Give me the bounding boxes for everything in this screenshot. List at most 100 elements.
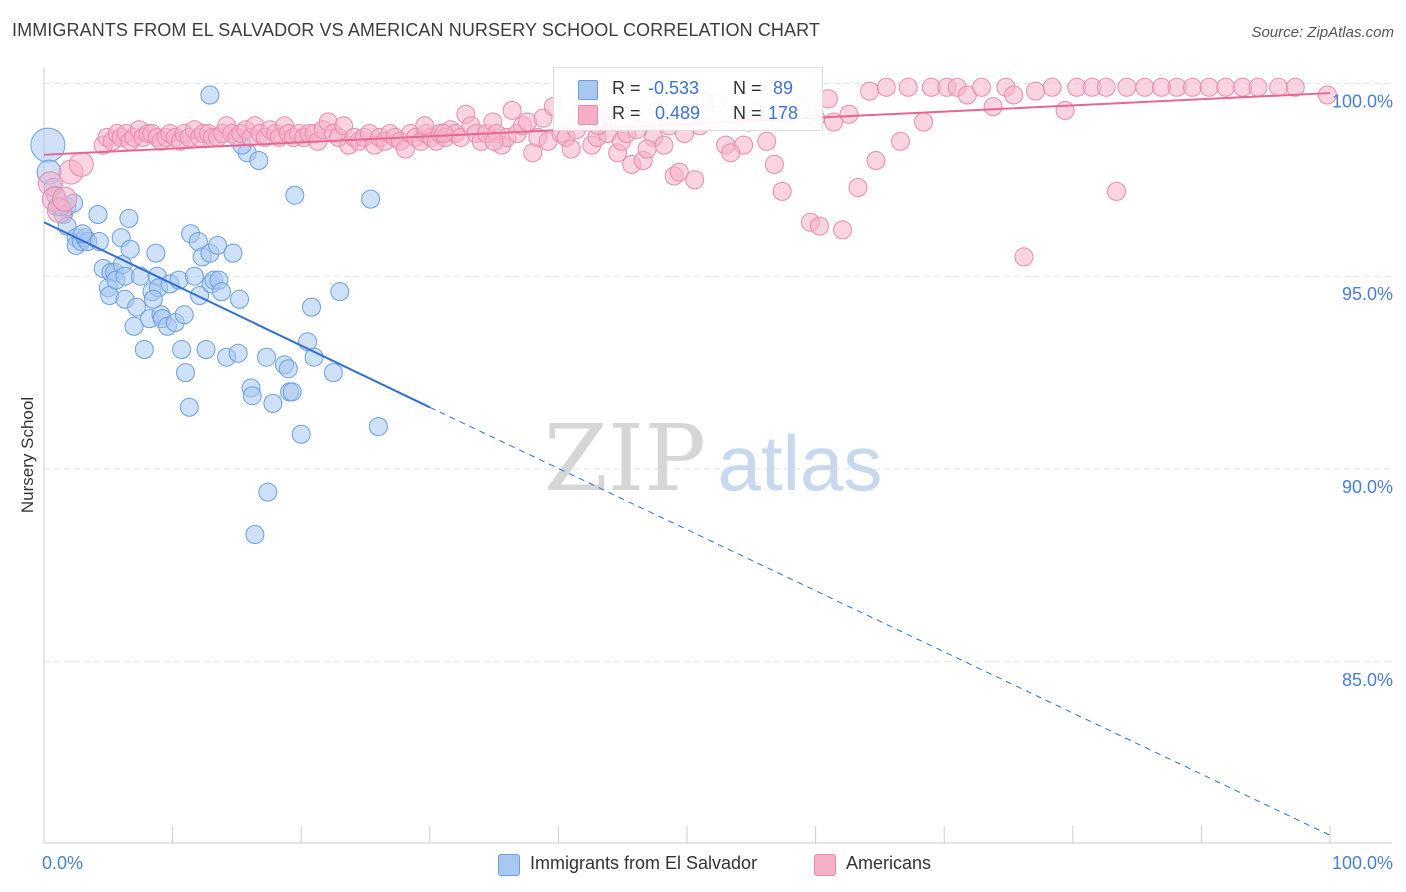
y-tick-label: 95.0% (1342, 284, 1393, 304)
americans-point (860, 81, 880, 101)
americans-point (1096, 77, 1116, 97)
americans-point (1285, 77, 1305, 97)
americans-point (1248, 77, 1268, 97)
y-tick-label: 90.0% (1342, 477, 1393, 497)
americans-point (637, 139, 657, 159)
americans-point (654, 135, 674, 155)
legend-r-value: 0.489 (655, 103, 701, 123)
el-salvador-point (330, 282, 350, 302)
americans-point (1199, 77, 1219, 97)
chart-title: IMMIGRANTS FROM EL SALVADOR VS AMERICAN … (12, 20, 820, 40)
el-salvador-point (119, 208, 139, 228)
el-salvador-point (368, 417, 388, 437)
y-tick-label: 85.0% (1342, 670, 1393, 690)
el-salvador-point (200, 85, 220, 105)
el-salvador-point (124, 316, 144, 336)
americans-point (839, 104, 859, 124)
el-salvador-point (291, 424, 311, 444)
legend-n-value: 178 (768, 103, 799, 123)
axes (43, 68, 1392, 844)
americans-point (891, 131, 910, 151)
americans-point (1269, 77, 1289, 97)
americans-point (983, 97, 1003, 117)
bottom-legend-swatch-el-salvador (498, 854, 520, 876)
el-salvador-point (88, 205, 108, 224)
americans-point (1004, 85, 1024, 105)
el-salvador-trend-line (43, 221, 431, 409)
americans-point (685, 170, 705, 190)
el-salvador-point (223, 243, 243, 263)
el-salvador-point (302, 297, 321, 317)
americans-point (972, 77, 991, 97)
americans-point (518, 112, 537, 132)
el-salvador-point (323, 363, 343, 383)
el-salvador-point (143, 289, 163, 309)
el-salvador-point (146, 243, 166, 263)
americans-point (1026, 81, 1045, 101)
americans-point (415, 116, 435, 136)
el-salvador-point (212, 282, 231, 302)
x-tick-label: 0.0% (42, 853, 83, 873)
americans-point (434, 124, 454, 143)
el-salvador-point (127, 297, 147, 317)
el-salvador-point (282, 382, 302, 402)
el-salvador-trend-extension (429, 406, 1331, 836)
legend-r-label: R = (612, 78, 641, 98)
americans-point (52, 186, 78, 212)
el-salvador-point (176, 363, 195, 383)
americans-point (810, 216, 829, 236)
el-salvador-point (130, 266, 150, 286)
watermark-atlas: atlas (718, 419, 883, 507)
americans-point (68, 151, 94, 177)
americans-point (669, 162, 689, 182)
el-salvador-point (120, 239, 140, 259)
legend-n-label: N = (733, 78, 762, 98)
el-salvador-point (179, 397, 199, 417)
el-salvador-point (285, 185, 305, 205)
watermark-zip: ZIP (544, 405, 706, 512)
americans-point (1042, 77, 1062, 97)
americans-point (848, 178, 868, 197)
americans-point (1317, 85, 1337, 105)
americans-point (764, 154, 784, 174)
americans-point (914, 112, 934, 132)
americans-point (1014, 247, 1034, 267)
legend-n-label: N = (733, 103, 762, 123)
el-salvador-point (196, 340, 216, 359)
el-salvador-point (361, 189, 381, 209)
americans-point (833, 220, 853, 240)
americans-point (1182, 77, 1202, 97)
el-salvador-point (208, 235, 228, 255)
el-salvador-point (185, 266, 204, 286)
gridlines (44, 82, 1392, 663)
americans-point (502, 100, 522, 120)
americans-point (561, 139, 581, 159)
el-salvador-point (258, 482, 278, 502)
americans-point (484, 131, 504, 151)
el-salvador-point (263, 393, 283, 413)
americans-point (772, 181, 792, 201)
y-axis-title: Nursery School (18, 397, 37, 513)
bottom-legend-label-americans: Americans (846, 853, 932, 873)
el-salvador-point (30, 127, 66, 163)
americans-point (866, 151, 886, 170)
americans-point (876, 77, 896, 97)
bottom-legend-label-el-salvador: Immigrants from El Salvador (530, 853, 758, 873)
americans-point (1135, 77, 1155, 97)
bottom-legend-swatch-americans (814, 854, 836, 876)
el-salvador-point (230, 289, 249, 309)
legend-swatch-el-salvador (578, 80, 598, 100)
americans-point (1055, 100, 1075, 120)
stats-legend: R = -0.533 N = 89 R = 0.489 N = 178 (553, 67, 823, 131)
el-salvador-point (257, 347, 276, 367)
tick-labels: 85.0% 90.0% 95.0% 100.0% 0.0% 100.0% (42, 91, 1393, 873)
americans-point (1107, 181, 1126, 201)
americans-point (757, 131, 777, 151)
y-tick-label: 100.0% (1332, 91, 1393, 111)
el-salvador-point (278, 359, 298, 379)
legend-r-value: -0.533 (648, 78, 700, 98)
watermark: ZIP atlas (544, 405, 882, 512)
el-salvador-point (172, 340, 192, 359)
el-salvador-point (228, 343, 248, 363)
